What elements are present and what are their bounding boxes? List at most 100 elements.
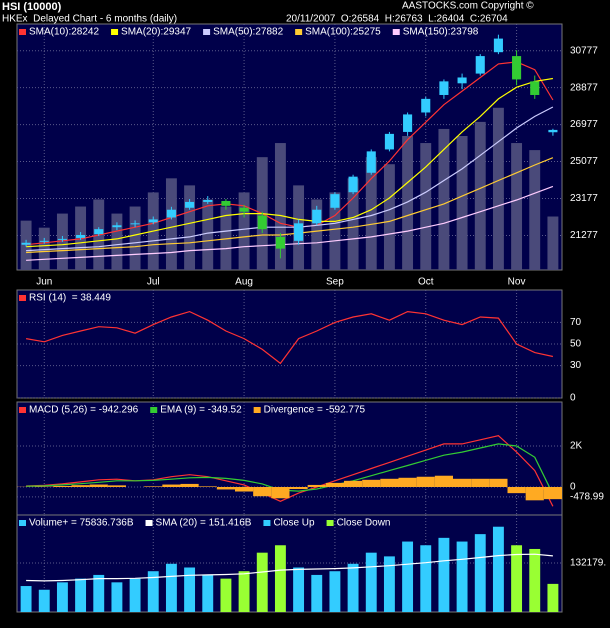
volume-shadow	[347, 178, 359, 270]
bar	[238, 571, 250, 612]
y-tick-label: 30	[570, 360, 582, 371]
bar	[89, 484, 108, 487]
candle-body	[530, 81, 540, 95]
volume-shadow	[438, 128, 450, 270]
candle-body	[112, 225, 122, 228]
legend-marker	[253, 407, 261, 413]
bar	[71, 485, 90, 487]
legend-label: EMA (9) = -349.52	[160, 405, 242, 416]
line	[26, 77, 553, 248]
bar	[256, 552, 268, 612]
y-tick-label: 23177	[570, 193, 598, 204]
legend-marker	[19, 295, 26, 301]
candle-body	[130, 223, 140, 225]
panel	[16, 23, 563, 271]
candle-body	[148, 219, 158, 223]
candle-body	[475, 56, 485, 74]
bar	[75, 578, 87, 612]
volume-shadow	[165, 178, 177, 270]
y-tick-label: 30777	[570, 45, 598, 56]
bar	[307, 484, 326, 487]
bar	[380, 478, 399, 487]
candle-body	[94, 229, 104, 235]
bar	[129, 578, 141, 612]
quote: 20/11/2007 O:26584 H:26763 L:26404 C:267…	[286, 14, 508, 25]
candle-body	[57, 238, 67, 240]
candle-body	[512, 56, 522, 80]
bar	[147, 571, 159, 612]
volume-shadow	[129, 206, 141, 270]
legend-marker	[263, 520, 271, 526]
candle-body	[221, 200, 231, 206]
bar	[525, 486, 544, 501]
bar	[144, 486, 163, 487]
legend-marker	[19, 29, 26, 35]
bar	[293, 567, 305, 612]
bar	[198, 486, 217, 487]
x-tick-label: Aug	[235, 277, 253, 288]
bar	[398, 477, 417, 487]
volume-shadow	[38, 227, 50, 270]
y-tick-label: 70	[570, 317, 582, 328]
x-tick-label: Sep	[326, 277, 344, 288]
candle-body	[257, 215, 267, 230]
bar	[202, 574, 214, 612]
volume-shadow	[311, 199, 323, 270]
bar	[507, 486, 526, 494]
bar	[235, 486, 254, 492]
x-tick-label: Jun	[36, 277, 52, 288]
line	[26, 553, 553, 582]
line	[26, 185, 554, 261]
y-tick-label: 21277	[570, 230, 598, 241]
bar	[38, 589, 50, 612]
chart-title: HSI (10000)	[2, 1, 62, 13]
bar	[547, 583, 559, 612]
candle-body	[348, 176, 358, 193]
volume-shadow	[383, 164, 395, 270]
y-tick-label: 26977	[570, 119, 598, 130]
volume-shadow	[202, 199, 214, 270]
bar	[216, 486, 235, 490]
y-tick-label: 25077	[570, 156, 598, 167]
bar	[180, 483, 199, 487]
volume-shadow	[547, 216, 559, 270]
candle-body	[76, 234, 86, 238]
bar	[420, 545, 432, 612]
volume-shadow	[529, 150, 541, 270]
legend-label: RSI (14) = 38.449	[29, 293, 111, 304]
bar	[53, 485, 72, 487]
legend-marker	[326, 520, 334, 526]
bar	[416, 476, 435, 487]
candle-body	[403, 114, 413, 132]
legend-marker	[145, 520, 153, 526]
legend-marker	[111, 29, 119, 35]
y-tick-label: 0	[570, 393, 576, 404]
bar	[471, 478, 490, 487]
subtitle: HKEx Delayed Chart - 6 months (daily)	[2, 14, 177, 25]
bar	[165, 563, 177, 612]
bar	[56, 582, 68, 612]
bar	[289, 486, 308, 490]
bar	[489, 478, 508, 487]
line	[26, 157, 554, 254]
y-tick-label: 0	[570, 482, 576, 493]
bar	[220, 578, 232, 612]
volume-shadow	[511, 143, 523, 270]
candle-body	[493, 38, 503, 53]
candle-body	[39, 240, 49, 242]
legend-label: SMA(50):27882	[213, 27, 283, 38]
panel	[16, 514, 563, 613]
legend-label: Volume+ = 75836.736B	[29, 518, 134, 529]
volume-shadow	[402, 135, 414, 270]
legend-label: SMA(100):25275	[305, 27, 381, 38]
bar	[162, 484, 181, 487]
candle-body	[275, 236, 285, 249]
bar	[453, 478, 472, 487]
legend-marker	[150, 407, 158, 413]
legend-label: Divergence = -592.775	[264, 405, 366, 416]
y-tick-label: -478.99	[570, 491, 604, 502]
candle-body	[366, 151, 376, 173]
bar	[492, 526, 504, 612]
bar	[344, 480, 363, 487]
y-tick-label: 50	[570, 339, 582, 350]
